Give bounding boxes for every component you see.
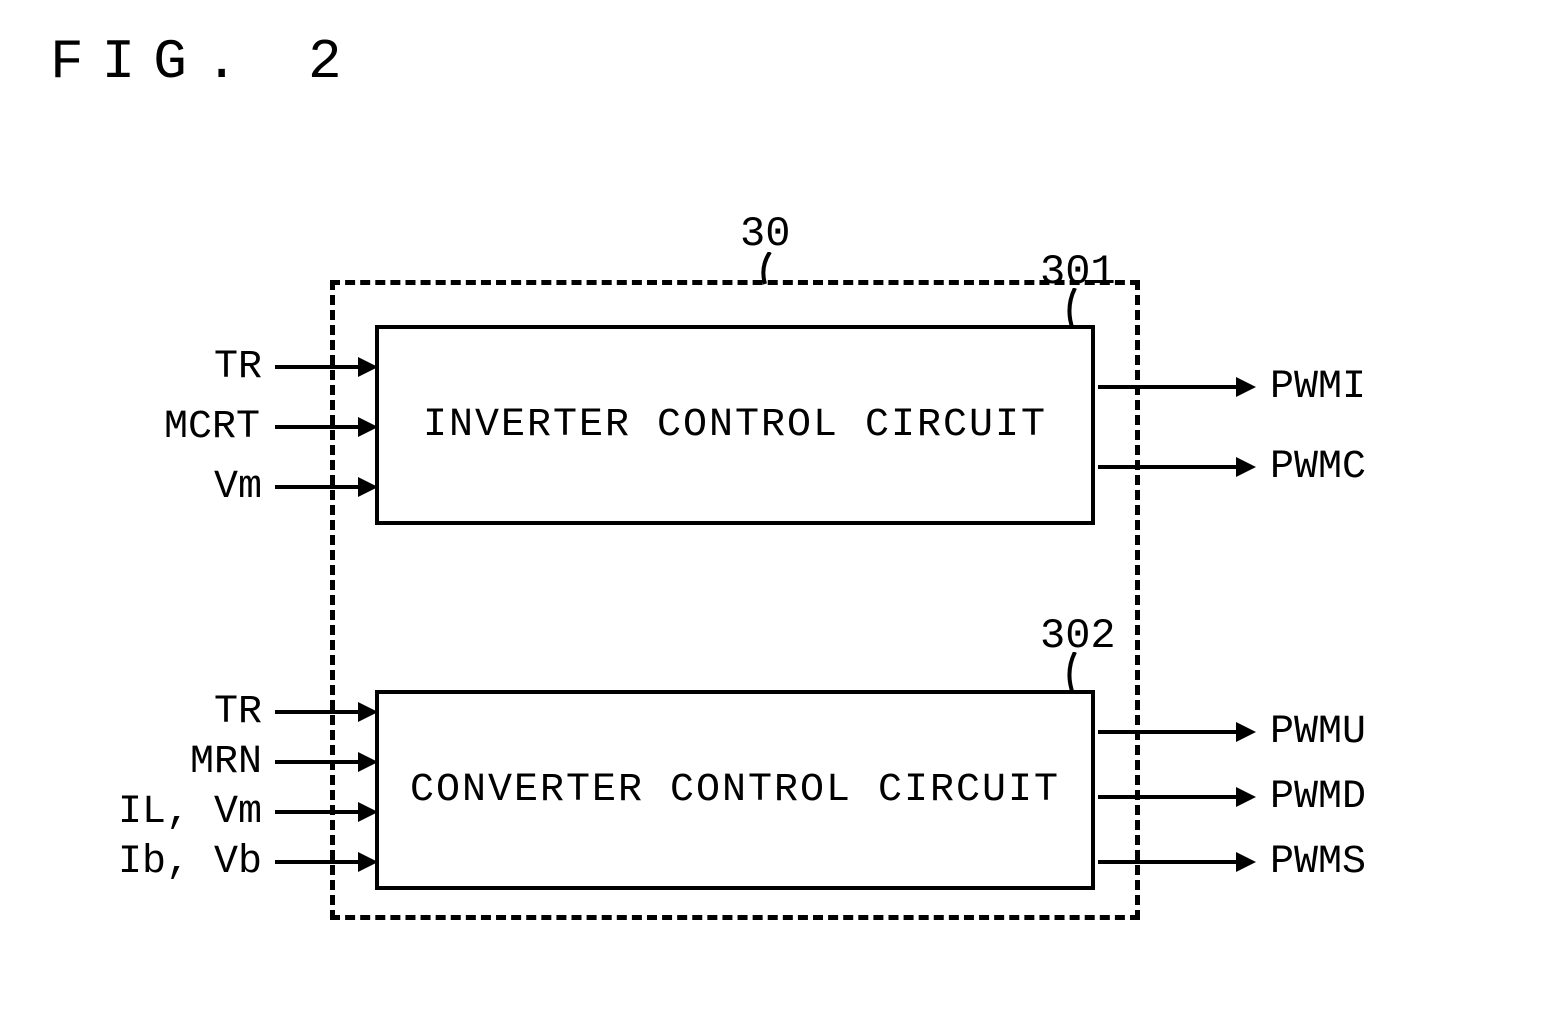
converter-block-label: CONVERTER CONTROL CIRCUIT xyxy=(410,768,1060,813)
inverter-output-label: PWMC xyxy=(1270,445,1366,490)
arrow-line xyxy=(275,365,360,369)
arrow-line xyxy=(275,485,360,489)
converter-input-label: IL, Vm xyxy=(102,790,262,835)
converter-input-label: MRN xyxy=(162,740,262,785)
diagram-container: 30 301 302 INVERTER CONTROL CIRCUIT CONV… xyxy=(200,180,1300,960)
converter-input-label: Ib, Vb xyxy=(102,840,262,885)
inverter-input-label: MCRT xyxy=(140,405,260,450)
arrow-line xyxy=(1098,795,1238,799)
inverter-block-label: INVERTER CONTROL CIRCUIT xyxy=(423,403,1047,448)
inverter-input-label: Vm xyxy=(162,465,262,510)
arrowhead-icon xyxy=(358,417,378,437)
arrowhead-icon xyxy=(358,702,378,722)
arrow-line xyxy=(1098,385,1238,389)
figure-title: FIG. 2 xyxy=(50,30,360,94)
arrow-line xyxy=(1098,465,1238,469)
arrow-line xyxy=(275,760,360,764)
arrowhead-icon xyxy=(358,477,378,497)
arrowhead-icon xyxy=(358,802,378,822)
converter-output-label: PWMU xyxy=(1270,710,1366,755)
inverter-output-label: PWMI xyxy=(1270,365,1366,410)
arrow-line xyxy=(1098,730,1238,734)
arrowhead-icon xyxy=(1236,457,1256,477)
arrowhead-icon xyxy=(358,357,378,377)
arrow-line xyxy=(275,860,360,864)
ref-container-label: 30 xyxy=(740,210,790,258)
arrowhead-icon xyxy=(358,752,378,772)
arrow-line xyxy=(275,710,360,714)
converter-output-label: PWMS xyxy=(1270,840,1366,885)
arrowhead-icon xyxy=(358,852,378,872)
arrow-line xyxy=(275,425,360,429)
arrowhead-icon xyxy=(1236,722,1256,742)
arrowhead-icon xyxy=(1236,377,1256,397)
arrow-line xyxy=(1098,860,1238,864)
converter-block: CONVERTER CONTROL CIRCUIT xyxy=(375,690,1095,890)
inverter-input-label: TR xyxy=(162,345,262,390)
arrowhead-icon xyxy=(1236,787,1256,807)
inverter-block: INVERTER CONTROL CIRCUIT xyxy=(375,325,1095,525)
arrowhead-icon xyxy=(1236,852,1256,872)
converter-output-label: PWMD xyxy=(1270,775,1366,820)
arrow-line xyxy=(275,810,360,814)
converter-input-label: TR xyxy=(162,690,262,735)
